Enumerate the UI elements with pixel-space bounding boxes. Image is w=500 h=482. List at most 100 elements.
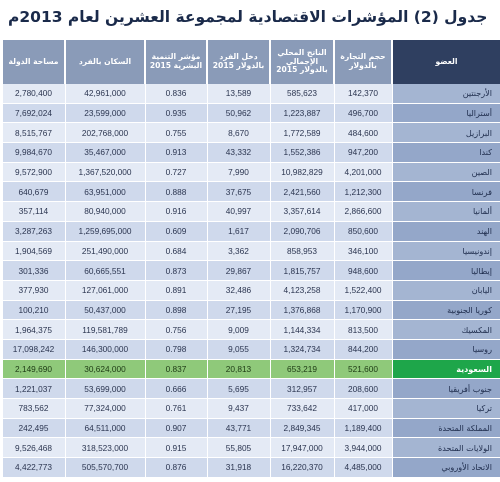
table-body: الأرجنتين 142,370 585,623 13,589 0.836 42,961… — [1, 84, 500, 478]
cell-gdp: 1,223,887 — [269, 103, 334, 124]
cell-area: 2,149,690 — [1, 359, 65, 380]
cell-population: 318,523,000 — [64, 437, 145, 459]
cell-hdi: 0.915 — [144, 437, 207, 459]
cell-member: تركيا — [391, 398, 500, 419]
cell-member: ألمانيا — [391, 201, 500, 222]
table-row: الولايات المتحدة 3,944,000 17,947,000 55,80… — [1, 437, 500, 459]
cell-member: الاتحاد الأوروبي — [391, 457, 500, 478]
cell-area: 3,287,263 — [1, 221, 65, 242]
cell-member: الهند — [391, 221, 500, 242]
cell-member: إيطاليا — [391, 260, 500, 281]
cell-area: 242,495 — [1, 418, 65, 439]
table-row: الأرجنتين 142,370 585,623 13,589 0.836 42,961… — [1, 84, 500, 104]
cell-area: 9,572,900 — [1, 162, 65, 183]
cell-trade-volume: 1,189,400 — [333, 418, 392, 439]
cell-population: 505,570,700 — [64, 457, 145, 478]
cell-gdp: 1,772,589 — [269, 122, 334, 144]
cell-area: 377,930 — [1, 280, 65, 301]
cell-trade-volume: 484,600 — [333, 122, 392, 144]
cell-population: 77,324,000 — [64, 398, 145, 419]
cell-member: المكسيك — [391, 319, 500, 340]
cell-hdi: 0.756 — [144, 319, 207, 340]
cell-trade-volume: 813,500 — [333, 319, 392, 340]
header-population: السكان بالفرد — [64, 40, 145, 84]
cell-income-per-capita: 13,589 — [206, 84, 270, 104]
cell-population: 23,599,000 — [64, 103, 145, 124]
cell-population: 53,699,000 — [64, 378, 145, 399]
cell-population: 35,467,000 — [64, 142, 145, 163]
table-row: ألمانيا 2,866,600 3,357,614 40,997 0.916 80,9… — [1, 201, 500, 222]
cell-area: 8,515,767 — [1, 122, 65, 144]
cell-gdp: 3,357,614 — [269, 201, 334, 222]
cell-area: 1,221,037 — [1, 378, 65, 399]
cell-gdp: 2,849,345 — [269, 418, 334, 439]
cell-income-per-capita: 9,055 — [206, 339, 270, 360]
cell-gdp: 1,552,386 — [269, 142, 334, 163]
cell-income-per-capita: 37,675 — [206, 181, 270, 203]
cell-member: الولايات المتحدة — [391, 437, 500, 459]
cell-trade-volume: 1,212,300 — [333, 181, 392, 203]
table-row: المملكة المتحدة 1,189,400 2,849,345 43,771 0… — [1, 418, 500, 439]
cell-gdp: 4,123,258 — [269, 280, 334, 301]
cell-hdi: 0.798 — [144, 339, 207, 360]
cell-income-per-capita: 32,486 — [206, 280, 270, 301]
cell-income-per-capita: 29,867 — [206, 260, 270, 281]
cell-trade-volume: 947,200 — [333, 142, 392, 163]
cell-member: جنوب أفريقيا — [391, 378, 500, 399]
header-gdp: الناتج المحلي الإجمالي بالدولار 2015 — [269, 40, 334, 84]
cell-member: المملكة المتحدة — [391, 418, 500, 439]
cell-member: أستراليا — [391, 103, 500, 124]
header-member: العضو — [391, 40, 500, 84]
cell-income-per-capita: 3,362 — [206, 241, 270, 262]
cell-gdp: 2,421,560 — [269, 181, 334, 203]
header-hdi: مؤشر التنمية البشرية 2015 — [144, 40, 207, 84]
cell-trade-volume: 948,600 — [333, 260, 392, 281]
cell-hdi: 0.761 — [144, 398, 207, 419]
cell-gdp: 1,376,868 — [269, 300, 334, 321]
cell-trade-volume: 4,485,000 — [333, 457, 392, 478]
cell-population: 202,768,000 — [64, 122, 145, 144]
cell-trade-volume: 1,522,400 — [333, 280, 392, 301]
cell-income-per-capita: 50,962 — [206, 103, 270, 124]
cell-hdi: 0.684 — [144, 241, 207, 262]
cell-area: 1,904,569 — [1, 241, 65, 262]
cell-income-per-capita: 55,805 — [206, 437, 270, 459]
cell-gdp: 16,220,370 — [269, 457, 334, 478]
table-row: كندا 947,200 1,552,386 43,332 0.913 35,467,00… — [1, 142, 500, 163]
cell-gdp: 1,324,734 — [269, 339, 334, 360]
cell-income-per-capita: 20,813 — [206, 359, 270, 380]
cell-gdp: 312,957 — [269, 378, 334, 399]
cell-population: 127,061,000 — [64, 280, 145, 301]
cell-hdi: 0.935 — [144, 103, 207, 124]
table-row: أستراليا 496,700 1,223,887 50,962 0.935 23,59… — [1, 103, 500, 124]
cell-population: 30,624,000 — [64, 359, 145, 380]
cell-hdi: 0.837 — [144, 359, 207, 380]
cell-income-per-capita: 43,771 — [206, 418, 270, 439]
table-row: اليابان 1,522,400 4,123,258 32,486 0.891 127,… — [1, 280, 500, 301]
header-income-per-capita: دخل الفرد بالدولار 2015 — [206, 40, 270, 84]
cell-hdi: 0.916 — [144, 201, 207, 222]
cell-hdi: 0.666 — [144, 378, 207, 399]
cell-area: 17,098,242 — [1, 339, 65, 360]
cell-area: 9,984,670 — [1, 142, 65, 163]
table-row: السعودية 521,600 653,219 20,813 0.837 30,624,… — [1, 359, 500, 380]
cell-hdi: 0.891 — [144, 280, 207, 301]
table-row: المكسيك 813,500 1,144,334 9,009 0.756 119,581… — [1, 319, 500, 340]
cell-gdp: 1,815,757 — [269, 260, 334, 281]
cell-population: 50,437,000 — [64, 300, 145, 321]
cell-hdi: 0.873 — [144, 260, 207, 281]
cell-trade-volume: 1,170,900 — [333, 300, 392, 321]
cell-member: الصين — [391, 162, 500, 183]
cell-hdi: 0.836 — [144, 84, 207, 104]
cell-income-per-capita: 5,695 — [206, 378, 270, 399]
cell-gdp: 17,947,000 — [269, 437, 334, 459]
cell-trade-volume: 844,200 — [333, 339, 392, 360]
cell-hdi: 0.755 — [144, 122, 207, 144]
cell-trade-volume: 142,370 — [333, 84, 392, 104]
cell-population: 80,940,000 — [64, 201, 145, 222]
cell-area: 4,422,773 — [1, 457, 65, 478]
cell-member: البرازيل — [391, 122, 500, 144]
cell-hdi: 0.727 — [144, 162, 207, 183]
cell-member: كوريا الجنوبية — [391, 300, 500, 321]
